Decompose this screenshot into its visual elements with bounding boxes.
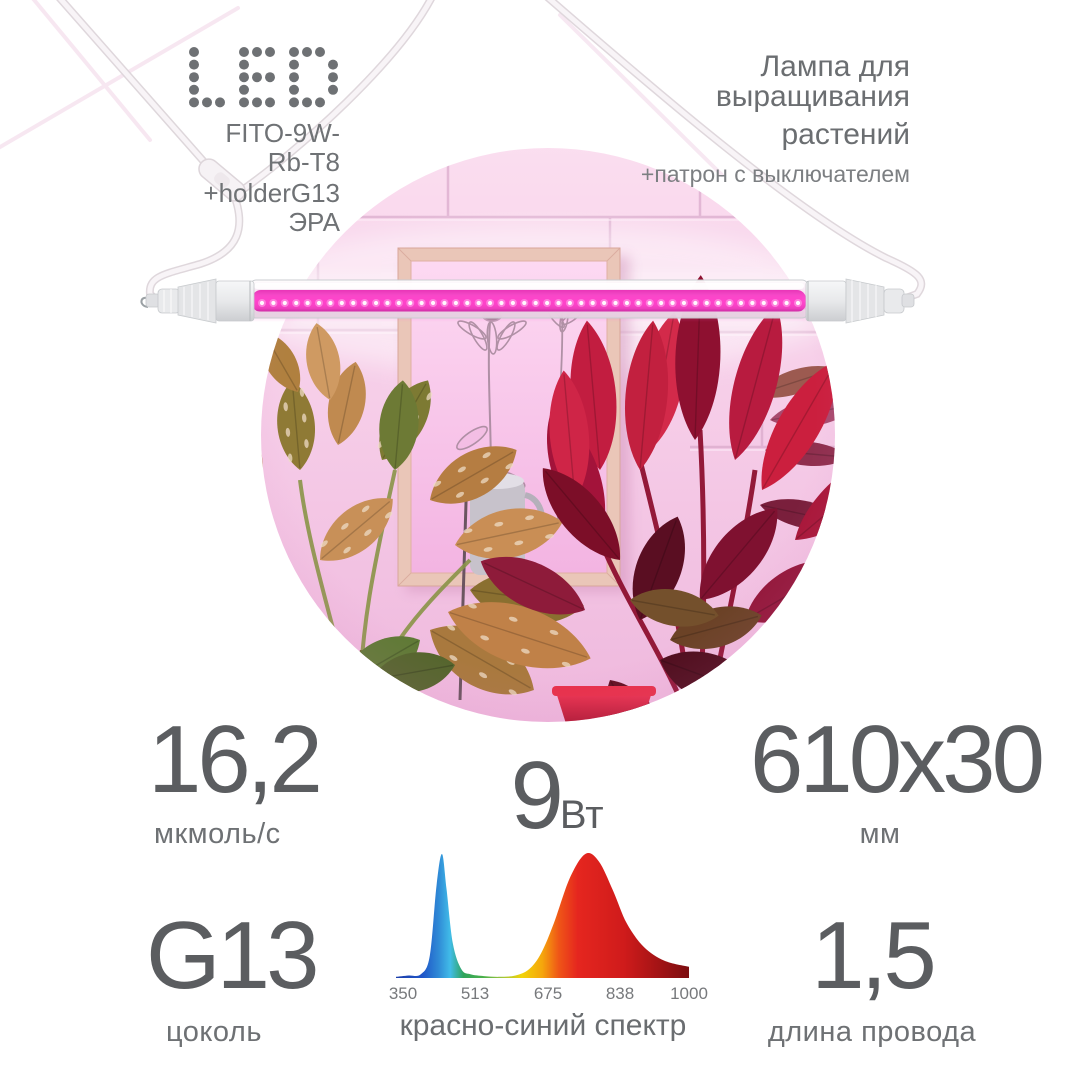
axis-tick: 350	[388, 984, 418, 1003]
model-number: FITO-9W-Rb-T8	[225, 118, 340, 178]
spec-power: 9 Вт	[447, 748, 667, 844]
axis-tick: 675	[533, 984, 563, 1003]
cord-value: 1,5	[811, 902, 936, 1009]
inline-switch	[198, 158, 246, 202]
tube-endcap-right	[805, 278, 915, 324]
spectrum-axis: 350 513 675 838 1000	[389, 984, 708, 1006]
tube-endcap-left	[140, 278, 255, 324]
spec-cord: 1,5 длина провода	[742, 908, 1002, 1049]
spectrum-curve	[396, 853, 689, 978]
axis-tick: 513	[460, 984, 490, 1003]
dimensions-value: 610x30	[750, 706, 1045, 813]
spec-dimensions: 610x30 мм	[750, 706, 1045, 851]
spectrum-chart	[396, 853, 689, 978]
base-value: G13	[146, 902, 319, 1009]
led-diode-dots	[258, 299, 802, 307]
spec-flux: 16,2 мкмоль/с	[148, 706, 323, 851]
led-dot-logo	[189, 47, 338, 108]
dimensions-unit: мм	[859, 818, 901, 850]
flux-unit: мкмоль/с	[154, 818, 281, 850]
brand-block: FITO-9W-Rb-T8 +holderG13 ЭРА	[188, 46, 340, 237]
cord-unit: длина провода	[767, 1016, 977, 1048]
power-value: 9	[510, 742, 563, 849]
axis-tick: 1000	[670, 984, 708, 1003]
base-unit: цоколь	[166, 1016, 262, 1048]
axis-tick: 838	[605, 984, 635, 1003]
faint-cable-reflections	[0, 0, 724, 177]
spec-base: G13 цоколь	[146, 902, 319, 1049]
spectrum-caption: красно-синий спектр	[399, 1009, 687, 1042]
flux-value: 16,2	[148, 706, 323, 813]
power-unit: Вт	[559, 793, 604, 837]
led-tube	[140, 278, 915, 324]
header-block: Лампа для выращивания растений +патрон с…	[560, 52, 910, 188]
power-cable	[56, 0, 926, 304]
spectrum-chart-block: 350 513 675 838 1000 красно-синий спектр	[389, 845, 708, 1043]
product-subtitle: +патрон с выключателем	[640, 161, 910, 187]
holder-note: +holderG13 ЭРА	[203, 178, 340, 238]
product-title-line1: Лампа для выращивания	[715, 50, 910, 113]
product-title-line2: растений	[781, 118, 910, 151]
